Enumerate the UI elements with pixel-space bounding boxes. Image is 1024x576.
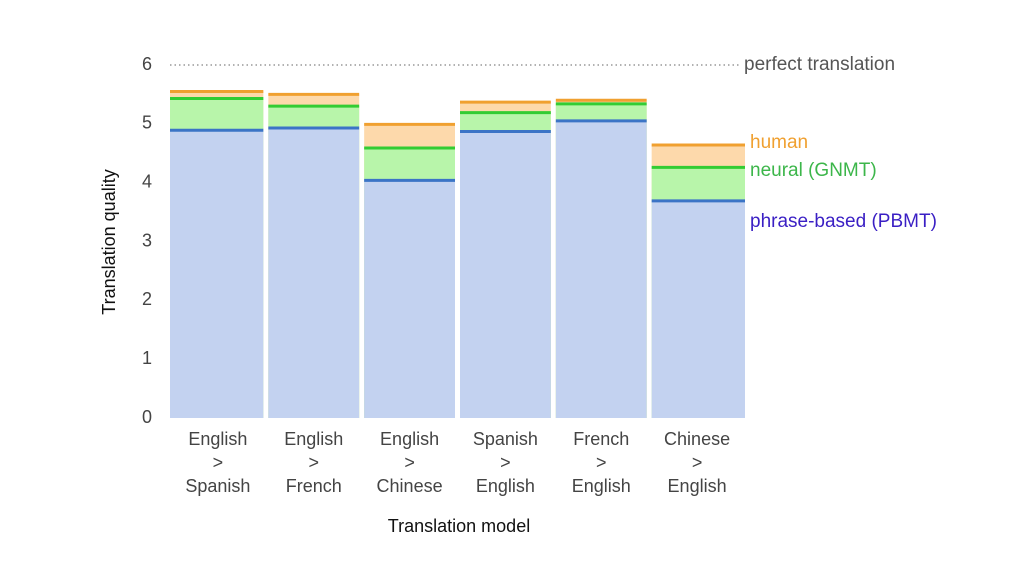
bar bbox=[268, 127, 360, 419]
annotation: perfect translation bbox=[744, 54, 895, 75]
x-tick-label: English bbox=[476, 476, 535, 496]
x-tick-label: Chinese bbox=[377, 476, 443, 496]
y-tick-label: 0 bbox=[142, 407, 152, 427]
bar bbox=[651, 200, 745, 418]
legend-label: phrase-based (PBMT) bbox=[750, 211, 937, 232]
x-tick-label: Chinese bbox=[664, 429, 730, 449]
legend-label: human bbox=[750, 132, 808, 153]
bar bbox=[460, 131, 551, 418]
y-tick-label: 3 bbox=[142, 230, 152, 250]
bar bbox=[364, 180, 455, 418]
x-tick-label: > bbox=[596, 452, 607, 472]
bar bbox=[555, 120, 647, 419]
x-tick-label: Spanish bbox=[473, 429, 538, 449]
y-tick-label: 1 bbox=[142, 348, 152, 368]
y-axis-title: Translation quality bbox=[99, 169, 119, 314]
x-tick-label: > bbox=[213, 452, 224, 472]
y-tick-label: 6 bbox=[142, 54, 152, 74]
x-tick-label: English bbox=[284, 429, 343, 449]
x-axis-title: Translation model bbox=[388, 516, 530, 536]
x-tick-label: > bbox=[692, 452, 703, 472]
x-tick-label: Spanish bbox=[185, 476, 250, 496]
x-tick-label: French bbox=[573, 429, 629, 449]
x-tick-label: English bbox=[380, 429, 439, 449]
bar bbox=[170, 130, 264, 418]
x-tick-label: English bbox=[188, 429, 247, 449]
x-tick-label: > bbox=[308, 452, 319, 472]
legend-label: neural (GNMT) bbox=[750, 160, 877, 181]
x-tick-label: French bbox=[286, 476, 342, 496]
y-tick-label: 4 bbox=[142, 171, 152, 191]
y-tick-label: 2 bbox=[142, 289, 152, 309]
x-tick-label: English bbox=[572, 476, 631, 496]
x-tick-label: > bbox=[404, 452, 415, 472]
x-tick-label: > bbox=[500, 452, 511, 472]
y-tick-label: 5 bbox=[142, 113, 152, 133]
x-tick-label: English bbox=[668, 476, 727, 496]
